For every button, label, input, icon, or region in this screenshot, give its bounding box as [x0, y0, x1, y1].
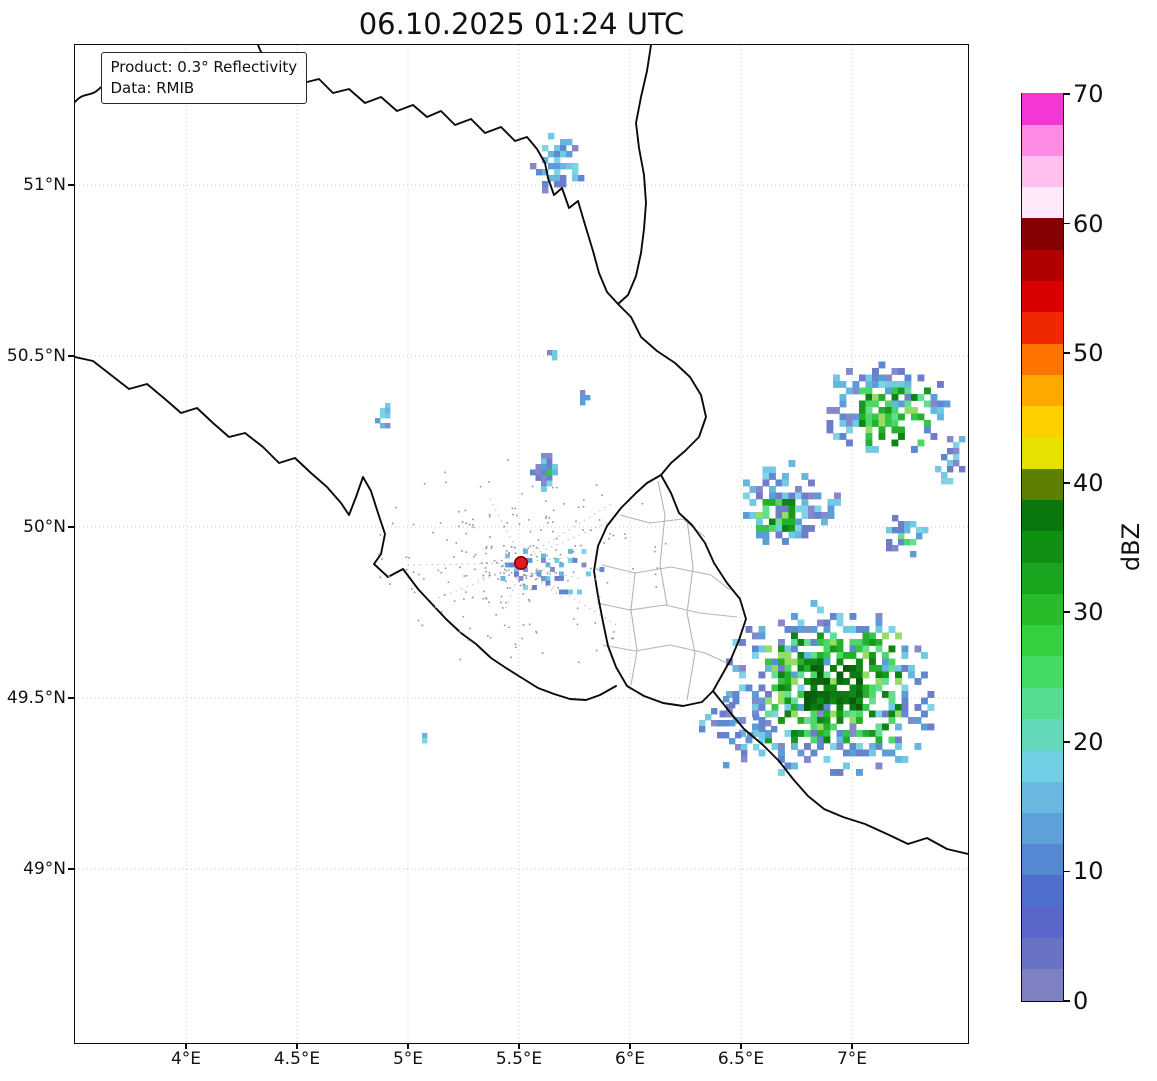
y-tick-mark	[68, 526, 74, 528]
colorbar	[1020, 92, 1064, 1002]
colorbar-segment	[1021, 155, 1063, 188]
colorbar-segment	[1021, 969, 1063, 1001]
colorbar-segment	[1021, 312, 1063, 344]
colorbar-segment	[1021, 750, 1063, 782]
colorbar-tick-mark	[1063, 93, 1070, 95]
radar-clutter-speckles	[377, 458, 666, 663]
product-info-box: Product: 0.3° Reflectivity Data: RMIB	[100, 51, 308, 104]
x-tick-label: 4°E	[170, 1049, 202, 1069]
colorbar-segment	[1021, 281, 1063, 313]
country-borders	[74, 44, 968, 855]
colorbar-segment	[1021, 531, 1063, 563]
y-tick-label: 50°N	[23, 517, 66, 537]
colorbar-segment	[1021, 468, 1063, 500]
y-tick-label: 49.5°N	[6, 688, 66, 708]
colorbar-segment	[1021, 687, 1063, 719]
belgium-germany-border	[616, 302, 707, 476]
x-tick-label: 6°E	[614, 1049, 646, 1069]
plot-title: 06.10.2025 01:24 UTC	[358, 7, 685, 41]
france-germany-border	[711, 689, 968, 855]
x-tick-label: 6.5°E	[717, 1049, 765, 1069]
x-tick-mark	[185, 1043, 187, 1049]
y-tick-mark	[68, 355, 74, 357]
radar-echo-pixels	[374, 132, 965, 776]
radar-site-marker	[513, 555, 528, 570]
colorbar-tick-mark	[1063, 352, 1070, 354]
x-tick-mark	[851, 1043, 853, 1049]
y-tick-mark	[68, 697, 74, 699]
x-tick-label: 7°E	[836, 1049, 868, 1069]
colorbar-segment	[1021, 718, 1063, 751]
colorbar-segment	[1021, 500, 1063, 532]
colorbar-tick-label: 40	[1073, 468, 1104, 497]
colorbar-tick-mark	[1063, 481, 1070, 484]
belgium-netherlands-border	[256, 44, 652, 305]
x-tick-mark	[407, 1043, 409, 1049]
colorbar-segment	[1021, 593, 1063, 626]
colorbar-segment	[1021, 625, 1063, 657]
x-tick-label: 5°E	[392, 1049, 424, 1069]
colorbar-tick-label: 70	[1073, 80, 1104, 108]
colorbar-segment	[1021, 406, 1063, 438]
y-tick-label: 49°N	[23, 859, 66, 879]
x-tick-label: 5.5°E	[495, 1049, 543, 1069]
colorbar-segment	[1021, 812, 1063, 845]
y-tick-label: 51°N	[23, 175, 66, 195]
colorbar-tick-mark	[1063, 1000, 1070, 1002]
colorbar-axis-label: dBZ	[1117, 522, 1145, 572]
colorbar-segment	[1021, 374, 1063, 407]
colorbar-gradient	[1021, 93, 1063, 1001]
colorbar-tick-mark	[1063, 611, 1070, 614]
colorbar-segment	[1021, 124, 1063, 156]
colorbar-segment	[1021, 437, 1063, 469]
x-tick-mark	[518, 1043, 520, 1049]
y-tick-mark	[68, 184, 74, 186]
luxembourg-border	[592, 473, 747, 707]
colorbar-segment	[1021, 875, 1063, 907]
colorbar-segment	[1021, 937, 1063, 970]
colorbar-segment	[1021, 249, 1063, 282]
colorbar-tick-label: 30	[1073, 598, 1104, 627]
colorbar-segment	[1021, 656, 1063, 688]
colorbar-segment	[1021, 218, 1063, 250]
colorbar-tick-label: 60	[1073, 209, 1104, 238]
colorbar-segment	[1021, 562, 1063, 594]
x-tick-label: 4.5°E	[273, 1049, 321, 1069]
colorbar-segment	[1021, 781, 1063, 813]
product-label: Product: 0.3° Reflectivity	[110, 57, 298, 76]
colorbar-segment	[1021, 187, 1063, 219]
graticule-gridlines	[74, 44, 968, 1043]
colorbar-segment	[1021, 93, 1063, 125]
colorbar-tick-mark	[1063, 741, 1070, 743]
colorbar-tick-label: 10	[1073, 857, 1104, 886]
y-tick-mark	[68, 868, 74, 870]
map-plot-area: Product: 0.3° Reflectivity Data: RMIB	[73, 43, 969, 1044]
colorbar-segment	[1021, 343, 1063, 375]
colorbar-tick-mark	[1063, 222, 1070, 225]
colorbar-tick-label: 0	[1073, 987, 1089, 1015]
colorbar-segment	[1021, 906, 1063, 938]
x-tick-mark	[740, 1043, 742, 1049]
colorbar-tick-label: 50	[1073, 339, 1104, 368]
belgium-france-border	[74, 355, 617, 701]
luxembourg-district-borders	[596, 480, 737, 700]
x-tick-mark	[296, 1043, 298, 1049]
data-source-label: Data: RMIB	[110, 78, 195, 97]
colorbar-segment	[1021, 844, 1063, 876]
colorbar-tick-mark	[1063, 870, 1070, 873]
radar-map	[74, 44, 968, 1043]
x-tick-mark	[629, 1043, 631, 1049]
y-tick-label: 50.5°N	[6, 346, 66, 366]
colorbar-tick-label: 20	[1073, 727, 1104, 756]
